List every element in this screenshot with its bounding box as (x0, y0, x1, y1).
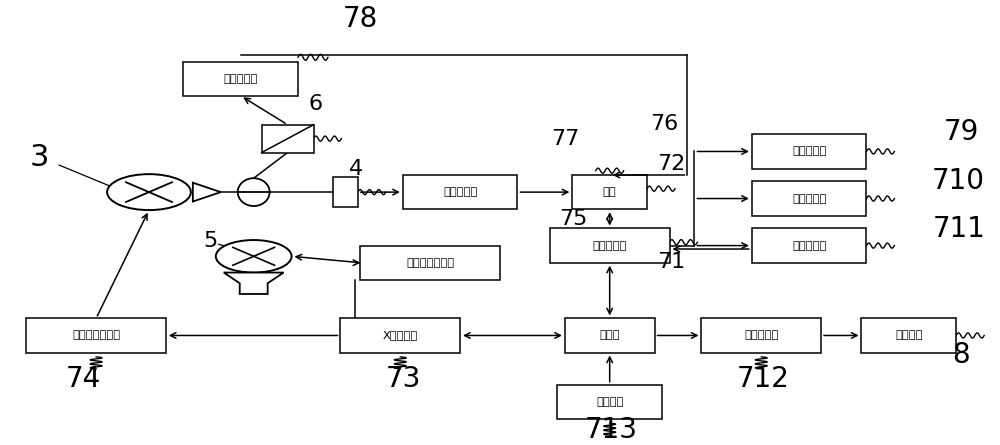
FancyBboxPatch shape (752, 134, 866, 169)
Text: 79: 79 (944, 118, 979, 146)
Text: 第二显示器: 第二显示器 (792, 194, 826, 203)
FancyBboxPatch shape (861, 318, 956, 352)
Text: 712: 712 (737, 365, 790, 393)
Text: X光控制器: X光控制器 (383, 331, 418, 340)
Text: 72: 72 (657, 154, 686, 174)
FancyBboxPatch shape (183, 61, 298, 96)
Text: 第一显示器: 第一显示器 (792, 146, 826, 157)
Text: 71: 71 (657, 252, 686, 272)
FancyBboxPatch shape (262, 125, 314, 153)
FancyBboxPatch shape (572, 175, 647, 209)
Text: 76: 76 (650, 113, 679, 134)
Text: 第二高压发生器: 第二高压发生器 (406, 258, 454, 268)
FancyBboxPatch shape (701, 318, 821, 352)
FancyBboxPatch shape (340, 318, 460, 352)
Text: 第一高压发生器: 第一高压发生器 (72, 331, 120, 340)
Text: 网卡: 网卡 (603, 187, 617, 197)
Text: 6: 6 (308, 94, 323, 114)
Text: 控制台: 控制台 (599, 331, 620, 340)
FancyBboxPatch shape (557, 384, 662, 419)
FancyBboxPatch shape (752, 228, 866, 263)
Circle shape (107, 174, 191, 210)
Text: 4: 4 (349, 159, 363, 179)
Text: 第一电机: 第一电机 (895, 331, 923, 340)
FancyBboxPatch shape (333, 177, 358, 207)
FancyBboxPatch shape (26, 318, 166, 352)
Text: 73: 73 (386, 365, 421, 393)
Text: 电机控制器: 电机控制器 (744, 331, 778, 340)
Text: 710: 710 (932, 166, 985, 194)
FancyBboxPatch shape (360, 246, 500, 280)
Polygon shape (224, 272, 284, 294)
Text: 8: 8 (952, 341, 970, 369)
Text: 77: 77 (551, 129, 579, 149)
Text: 图像处理器: 图像处理器 (593, 241, 627, 251)
Text: 第二摄像机: 第二摄像机 (224, 74, 258, 84)
Text: 5: 5 (204, 231, 218, 251)
Text: 713: 713 (585, 416, 638, 444)
FancyBboxPatch shape (403, 175, 517, 209)
Text: 操作显示器: 操作显示器 (792, 241, 826, 251)
Text: 74: 74 (66, 365, 101, 393)
Text: 78: 78 (343, 5, 378, 33)
FancyBboxPatch shape (752, 182, 866, 216)
Text: 3: 3 (30, 143, 49, 172)
Text: 第一摄像机: 第一摄像机 (443, 187, 477, 197)
Text: 脚踏开关: 脚踏开关 (596, 397, 623, 407)
Circle shape (216, 240, 292, 272)
FancyBboxPatch shape (565, 318, 655, 352)
Polygon shape (193, 183, 221, 202)
Text: 75: 75 (560, 209, 588, 229)
FancyBboxPatch shape (550, 228, 670, 263)
Ellipse shape (238, 178, 270, 206)
Text: 711: 711 (932, 215, 985, 243)
